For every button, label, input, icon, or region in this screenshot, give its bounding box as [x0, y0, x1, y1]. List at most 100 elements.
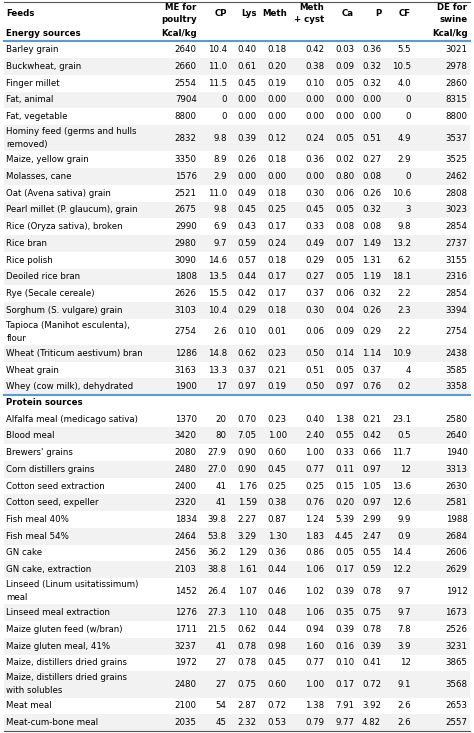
Text: 0.44: 0.44: [237, 273, 257, 281]
Text: 3021: 3021: [446, 45, 467, 54]
Text: 0.70: 0.70: [237, 415, 257, 424]
Text: 0.94: 0.94: [305, 625, 324, 634]
Text: 0.62: 0.62: [237, 349, 257, 358]
Text: 0.5: 0.5: [397, 431, 411, 441]
Text: 1.24: 1.24: [305, 515, 324, 524]
Text: 1.10: 1.10: [237, 608, 257, 617]
Bar: [4, 108, 470, 125]
Text: 1988: 1988: [446, 515, 467, 524]
Text: 1370: 1370: [175, 415, 197, 424]
Text: 0.79: 0.79: [305, 718, 324, 727]
Bar: [4, 698, 470, 714]
Text: 3090: 3090: [175, 256, 197, 265]
Text: 0.27: 0.27: [305, 273, 324, 281]
Text: 3237: 3237: [175, 641, 197, 651]
Text: 0.44: 0.44: [268, 565, 287, 574]
Text: Fish meal 54%: Fish meal 54%: [7, 531, 69, 541]
Text: 20: 20: [216, 415, 227, 424]
Text: 0.49: 0.49: [238, 188, 257, 198]
Text: 1.05: 1.05: [362, 482, 381, 490]
Text: 0.05: 0.05: [335, 366, 354, 375]
Text: 0.38: 0.38: [305, 62, 324, 71]
Text: 1.31: 1.31: [362, 256, 381, 265]
Text: GN cake, extraction: GN cake, extraction: [7, 565, 92, 574]
Text: 0.2: 0.2: [397, 383, 411, 391]
Text: Meat-cum-bone meal: Meat-cum-bone meal: [7, 718, 99, 727]
Text: 1286: 1286: [175, 349, 197, 358]
Text: 0.49: 0.49: [305, 239, 324, 248]
Text: 10.5: 10.5: [392, 62, 411, 71]
Text: 10.4: 10.4: [208, 45, 227, 54]
Text: Cotton seed extraction: Cotton seed extraction: [7, 482, 105, 490]
Text: 2675: 2675: [175, 205, 197, 215]
Text: 0: 0: [406, 172, 411, 181]
Text: Linseed meal extraction: Linseed meal extraction: [7, 608, 110, 617]
Text: Barley grain: Barley grain: [7, 45, 59, 54]
Text: 0.00: 0.00: [305, 172, 324, 181]
Text: 27: 27: [216, 680, 227, 689]
Text: 2462: 2462: [446, 172, 467, 181]
Text: 2035: 2035: [175, 718, 197, 727]
Text: Wheat (Triticum aestivum) bran: Wheat (Triticum aestivum) bran: [7, 349, 143, 358]
Text: 2626: 2626: [175, 289, 197, 298]
Text: 13.6: 13.6: [392, 482, 411, 490]
Text: 2978: 2978: [446, 62, 467, 71]
Text: 0.00: 0.00: [335, 95, 354, 105]
Text: 0.39: 0.39: [335, 625, 354, 634]
Text: 1808: 1808: [175, 273, 197, 281]
Text: 3568: 3568: [446, 680, 467, 689]
Text: 0.30: 0.30: [305, 306, 324, 315]
Text: 0.25: 0.25: [268, 482, 287, 490]
Text: 9.8: 9.8: [213, 205, 227, 215]
Text: 0.03: 0.03: [335, 45, 354, 54]
Text: 0.32: 0.32: [362, 205, 381, 215]
Text: 4.82: 4.82: [362, 718, 381, 727]
Text: 0.00: 0.00: [237, 172, 257, 181]
Text: Buckwheat, grain: Buckwheat, grain: [7, 62, 82, 71]
Text: 2808: 2808: [446, 188, 467, 198]
Bar: [4, 478, 470, 494]
Text: 0.44: 0.44: [268, 625, 287, 634]
Text: Wheat grain: Wheat grain: [7, 366, 59, 375]
Text: 0.40: 0.40: [237, 45, 257, 54]
Text: 2.3: 2.3: [397, 306, 411, 315]
Text: 2832: 2832: [175, 133, 197, 143]
Text: flour: flour: [7, 334, 26, 343]
Text: 0.32: 0.32: [362, 78, 381, 88]
Text: Meth: Meth: [299, 4, 324, 12]
Text: removed): removed): [7, 140, 48, 150]
Text: 0.78: 0.78: [237, 641, 257, 651]
Text: Fat, vegetable: Fat, vegetable: [7, 112, 68, 121]
Text: 0.00: 0.00: [362, 95, 381, 105]
Text: 0.00: 0.00: [305, 95, 324, 105]
Bar: [4, 218, 470, 235]
Text: 0.29: 0.29: [305, 256, 324, 265]
Text: 0.76: 0.76: [362, 383, 381, 391]
Text: 2.9: 2.9: [398, 155, 411, 164]
Text: Maize, yellow grain: Maize, yellow grain: [7, 155, 89, 164]
Text: 5.5: 5.5: [397, 45, 411, 54]
Text: 4.45: 4.45: [335, 531, 354, 541]
Bar: [4, 378, 470, 395]
Text: 0.10: 0.10: [305, 78, 324, 88]
Text: 0.09: 0.09: [335, 328, 354, 336]
Text: 2316: 2316: [446, 273, 467, 281]
Text: 0.78: 0.78: [237, 658, 257, 667]
Text: 21.5: 21.5: [208, 625, 227, 634]
Bar: [4, 268, 470, 285]
Text: 4.0: 4.0: [397, 78, 411, 88]
Text: 0.38: 0.38: [268, 498, 287, 507]
Text: 9.7: 9.7: [398, 586, 411, 596]
Text: 7.05: 7.05: [237, 431, 257, 441]
Text: 2456: 2456: [175, 548, 197, 557]
Text: 3231: 3231: [446, 641, 467, 651]
Text: 2860: 2860: [446, 78, 467, 88]
Text: 0.66: 0.66: [362, 448, 381, 457]
Text: 11.0: 11.0: [208, 62, 227, 71]
Text: Energy sources: Energy sources: [7, 29, 81, 38]
Text: 7904: 7904: [175, 95, 197, 105]
Text: Kcal/kg: Kcal/kg: [432, 29, 467, 38]
Text: 0.08: 0.08: [335, 222, 354, 231]
Bar: [4, 302, 470, 319]
Text: 0.09: 0.09: [335, 62, 354, 71]
